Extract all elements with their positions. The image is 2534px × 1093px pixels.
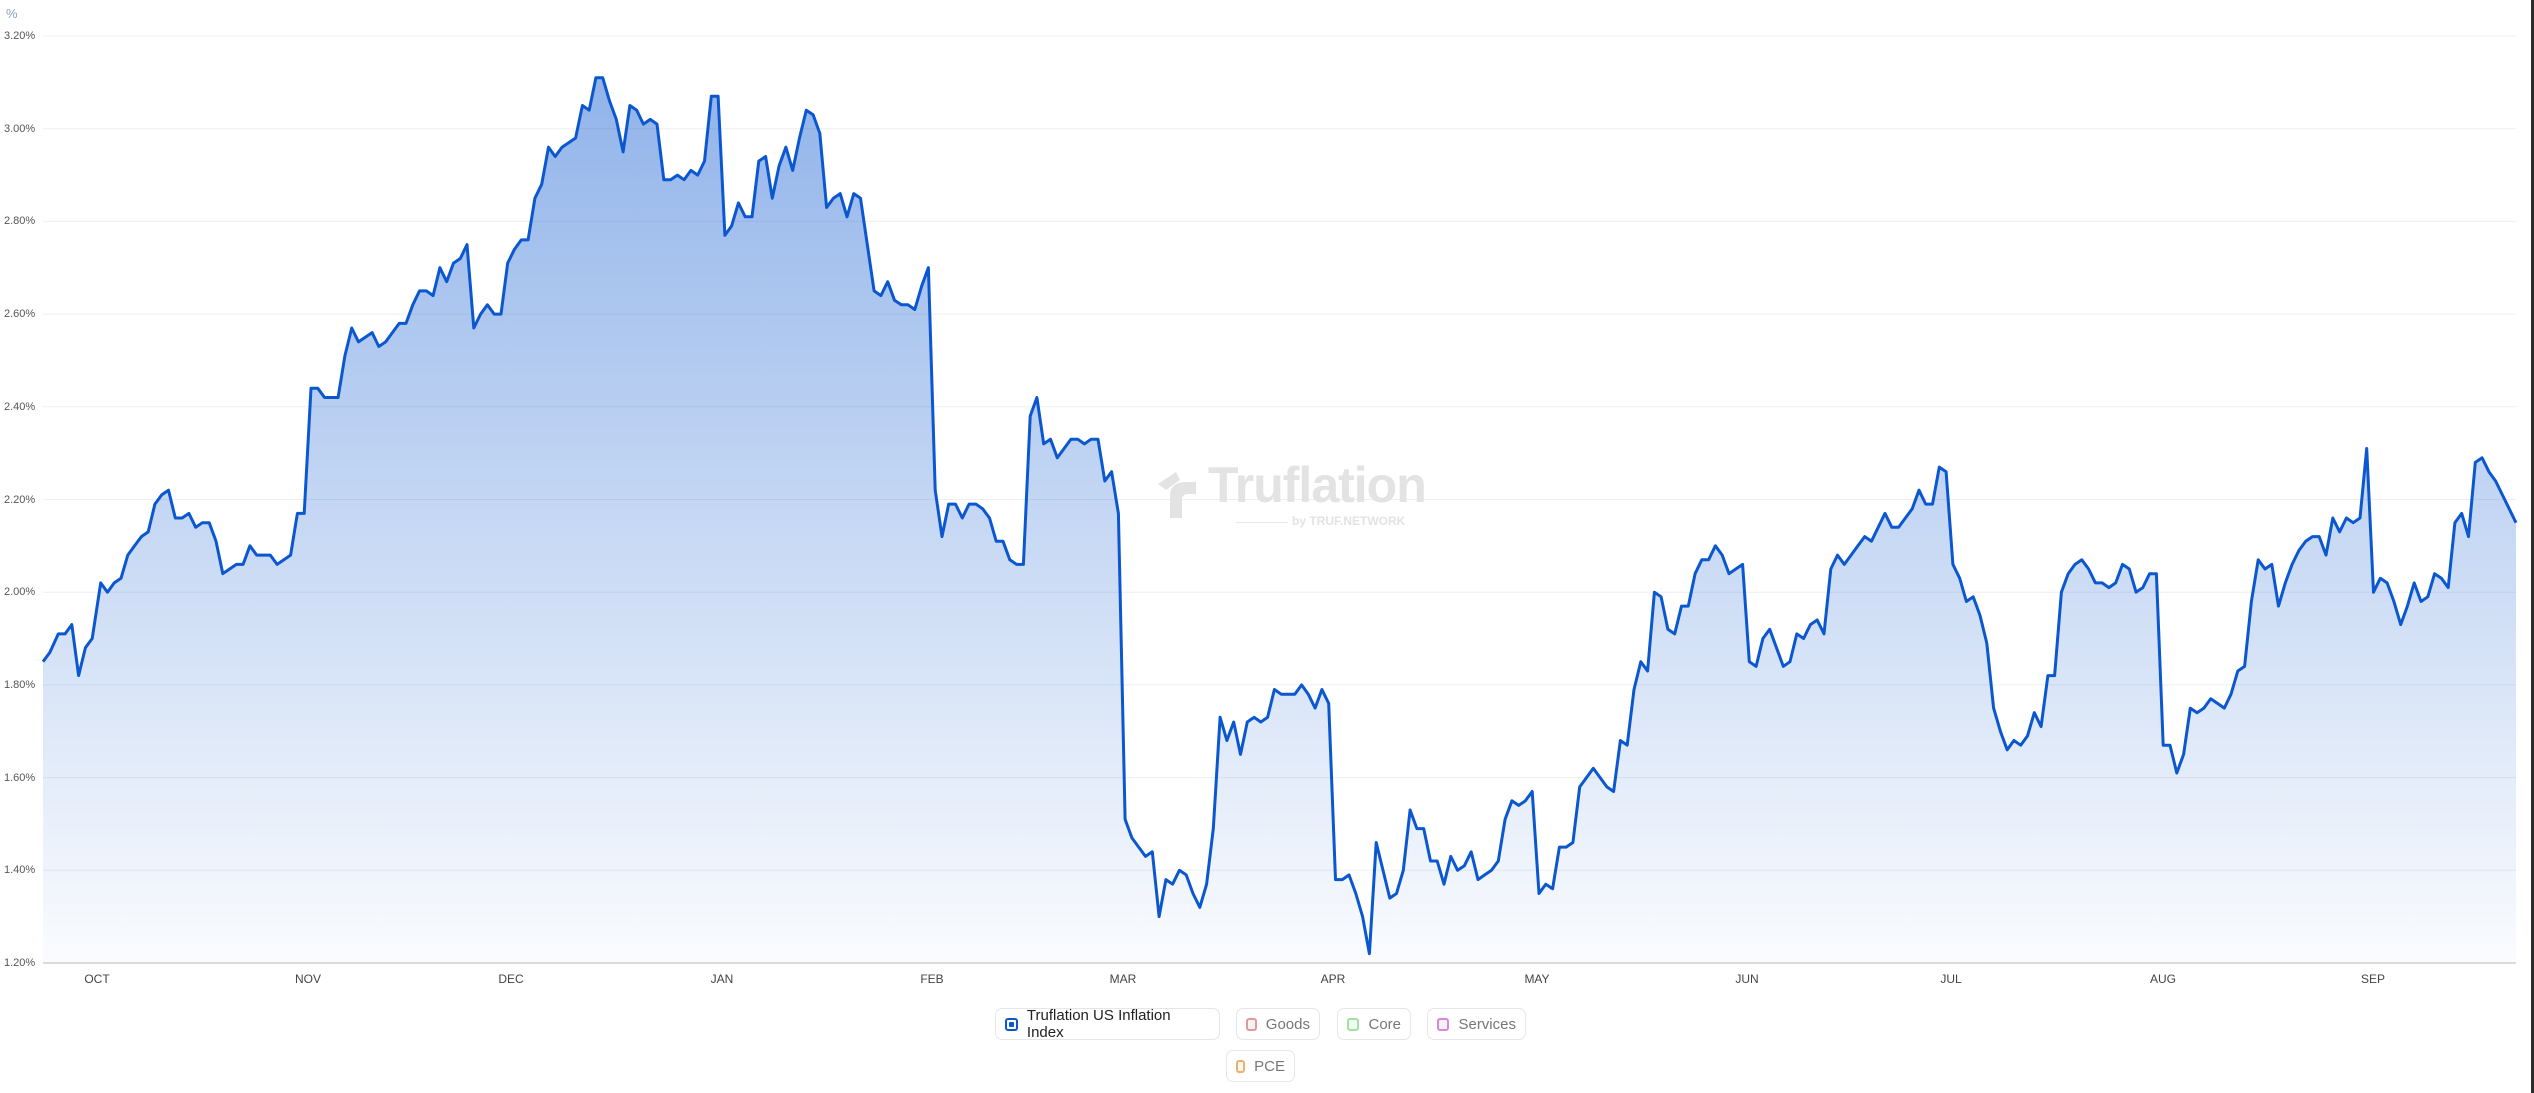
x-tick-label: FEB <box>920 972 944 986</box>
legend-label: Goods <box>1265 1015 1310 1033</box>
x-tick-label: NOV <box>294 972 322 986</box>
x-tick-label: MAR <box>1109 972 1137 986</box>
legend-item-goods[interactable]: Goods <box>1236 1008 1320 1040</box>
legend-item-truflation-us-inflation-index[interactable]: Truflation US Inflation Index <box>995 1007 1220 1041</box>
y-tick-label: 3.20% <box>4 30 36 42</box>
legend-label: PCE <box>1254 1057 1285 1075</box>
x-tick-label: AUG <box>2149 972 2177 986</box>
y-tick-label: 2.20% <box>4 493 36 506</box>
y-tick-label: 1.80% <box>4 678 36 691</box>
checkbox-unchecked-icon <box>1347 1017 1360 1031</box>
x-tick-label: DEC <box>498 972 524 986</box>
y-tick-label: 1.40% <box>4 864 36 877</box>
x-tick-label: JUL <box>1940 972 1962 986</box>
x-tick-label: APR <box>1320 972 1346 986</box>
legend-label: Services <box>1458 1015 1516 1033</box>
x-tick-label: MAY <box>1524 972 1550 986</box>
checkbox-checked-icon <box>1005 1017 1018 1031</box>
y-tick-label: 1.20% <box>4 957 36 969</box>
area-chart-plot[interactable] <box>0 0 2534 1000</box>
legend-item-services[interactable]: Services <box>1427 1008 1526 1040</box>
y-tick-label: 2.60% <box>4 308 36 321</box>
y-tick-label: 2.00% <box>4 586 36 599</box>
legend-label: Core <box>1368 1015 1401 1033</box>
checkbox-unchecked-icon <box>1437 1017 1450 1031</box>
checkbox-unchecked-icon <box>1236 1059 1246 1073</box>
window-edge <box>2531 0 2534 1093</box>
y-tick-label: 1.60% <box>4 771 36 784</box>
y-axis-unit-label: % <box>6 6 18 21</box>
x-tick-label: JAN <box>710 972 734 986</box>
x-tick-label: OCT <box>84 972 110 986</box>
series-line <box>41 76 2518 956</box>
y-tick-label: 2.80% <box>4 215 36 228</box>
x-tick-label: JUN <box>1735 972 1759 986</box>
y-tick-label: 2.40% <box>4 400 36 413</box>
legend-label: Truflation US Inflation Index <box>1026 1007 1171 1041</box>
x-tick-label: SEP <box>2360 972 2386 986</box>
checkbox-unchecked-icon <box>1246 1017 1257 1031</box>
legend-item-core[interactable]: Core <box>1337 1008 1411 1040</box>
legend-item-pce[interactable]: PCE <box>1226 1050 1295 1082</box>
y-tick-label: 3.00% <box>4 122 36 135</box>
series-area-fill <box>43 77 2516 963</box>
